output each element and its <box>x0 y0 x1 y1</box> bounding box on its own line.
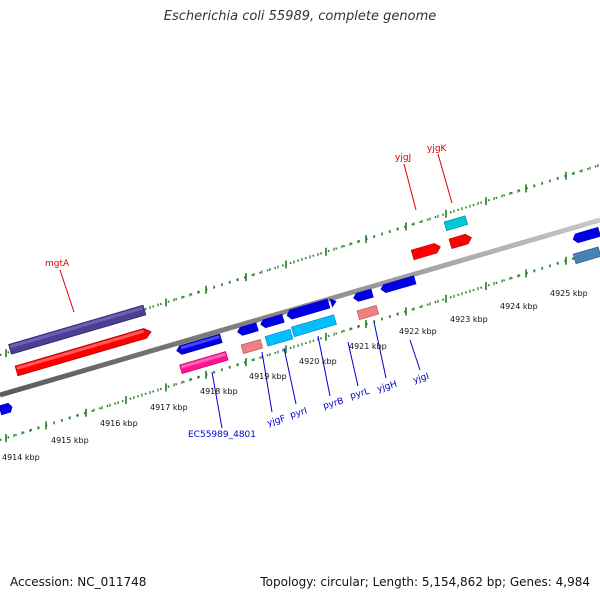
scale-label: 4922 kbp <box>399 327 437 336</box>
gene-feature-EC55989_4801-rna[interactable] <box>179 351 229 374</box>
gene-feature-yjgH[interactable] <box>379 275 417 294</box>
gene-feature-pyrL[interactable] <box>352 288 374 303</box>
gene-callout-lines <box>59 153 453 429</box>
scale-label: 4919 kbp <box>249 372 287 381</box>
gene-feature-pyrI-rna[interactable] <box>264 328 294 347</box>
gene-feature-pyrB[interactable] <box>285 296 338 320</box>
gene-feature-left-edge[interactable] <box>0 402 14 416</box>
genome-summary-text: Topology: circular; Length: 5,154,862 bp… <box>260 575 590 589</box>
scale-label: 4924 kbp <box>500 302 538 311</box>
gene-feature-pyrB-rna[interactable] <box>291 314 337 338</box>
gene-feature-EC55989_4801[interactable] <box>176 333 223 356</box>
gene-label-yjgJ[interactable]: yjgJ <box>395 153 411 163</box>
gene-feature-mgtA-cds[interactable] <box>8 304 147 355</box>
map-title: Escherichia coli 55989, complete genome <box>163 9 437 24</box>
lower-scale-line <box>0 249 600 441</box>
gene-feature-right-edge-rna[interactable] <box>572 246 600 265</box>
gene-feature-yjgJ[interactable] <box>410 242 442 261</box>
gene-label-EC55989_4801[interactable]: EC55989_4801 <box>188 430 256 440</box>
scale-label: 4915 kbp <box>51 436 89 445</box>
scale-label: 4921 kbp <box>349 342 387 351</box>
gene-label-yjgI[interactable]: yjgI <box>412 372 430 386</box>
scale-label: 4920 kbp <box>299 357 337 366</box>
scale-label: 4917 kbp <box>150 403 188 412</box>
scale-label: 4918 kbp <box>200 387 238 396</box>
gene-label-pyrB[interactable]: pyrB <box>322 396 345 411</box>
gene-feature-pyrL-rna[interactable] <box>356 305 380 321</box>
scale-labels: 4914 kbp 4915 kbp 4916 kbp 4917 kbp 4918… <box>2 289 588 462</box>
gene-feature-pyrI[interactable] <box>259 313 285 329</box>
accession-text: Accession: NC_011748 <box>10 575 147 589</box>
gene-feature-yjgF[interactable] <box>236 322 259 337</box>
gene-label-yjgH[interactable]: yjgH <box>376 380 398 395</box>
gene-feature-right-edge[interactable] <box>571 226 600 244</box>
gene-feature-mgtA-arrow[interactable] <box>14 327 152 377</box>
gene-label-yjgF[interactable]: yjgF <box>266 414 287 429</box>
gene-label-pyrL[interactable]: pyrL <box>349 387 371 402</box>
scale-label: 4923 kbp <box>450 315 488 324</box>
gene-label-yjgK[interactable]: yjgK <box>427 144 448 154</box>
gene-label-pyrI[interactable]: pyrI <box>289 406 309 420</box>
gene-feature-yjgK-arrow[interactable] <box>448 233 473 249</box>
scale-label: 4916 kbp <box>100 419 138 428</box>
gene-label-mgtA[interactable]: mgtA <box>45 259 70 269</box>
gene-feature-yjgF-rna[interactable] <box>240 339 264 355</box>
gene-feature-yjgK[interactable] <box>443 215 469 232</box>
scale-label: 4925 kbp <box>550 289 588 298</box>
scale-label: 4914 kbp <box>2 453 40 462</box>
